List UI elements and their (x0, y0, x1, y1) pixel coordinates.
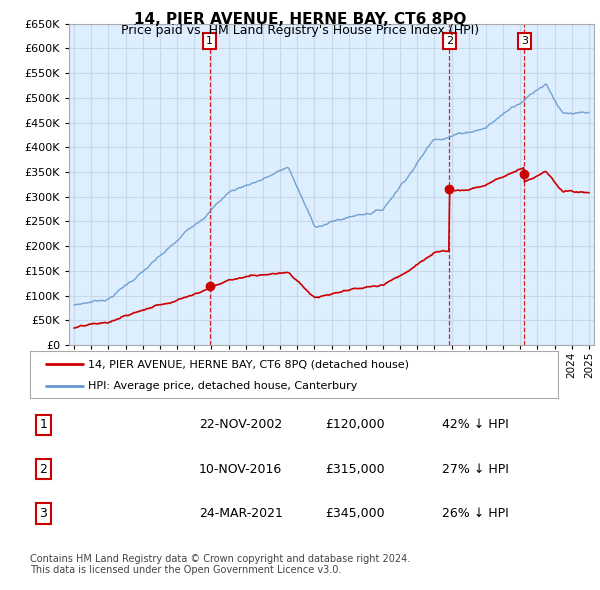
Text: 1: 1 (39, 418, 47, 431)
Text: 27% ↓ HPI: 27% ↓ HPI (442, 463, 509, 476)
Text: 2: 2 (446, 36, 453, 46)
Text: HPI: Average price, detached house, Canterbury: HPI: Average price, detached house, Cant… (88, 382, 358, 391)
Text: 3: 3 (39, 507, 47, 520)
Text: 24-MAR-2021: 24-MAR-2021 (199, 507, 283, 520)
Text: 14, PIER AVENUE, HERNE BAY, CT6 8PQ: 14, PIER AVENUE, HERNE BAY, CT6 8PQ (134, 12, 466, 27)
Text: 42% ↓ HPI: 42% ↓ HPI (442, 418, 509, 431)
Text: 14, PIER AVENUE, HERNE BAY, CT6 8PQ (detached house): 14, PIER AVENUE, HERNE BAY, CT6 8PQ (det… (88, 359, 409, 369)
Text: 1: 1 (206, 36, 213, 46)
Text: Contains HM Land Registry data © Crown copyright and database right 2024.
This d: Contains HM Land Registry data © Crown c… (30, 553, 410, 575)
Text: 3: 3 (521, 36, 528, 46)
Text: 10-NOV-2016: 10-NOV-2016 (199, 463, 282, 476)
Text: 22-NOV-2002: 22-NOV-2002 (199, 418, 282, 431)
Text: 2: 2 (39, 463, 47, 476)
Text: £345,000: £345,000 (326, 507, 385, 520)
Text: Price paid vs. HM Land Registry's House Price Index (HPI): Price paid vs. HM Land Registry's House … (121, 24, 479, 37)
Text: £315,000: £315,000 (326, 463, 385, 476)
Text: £120,000: £120,000 (326, 418, 385, 431)
Text: 26% ↓ HPI: 26% ↓ HPI (442, 507, 509, 520)
